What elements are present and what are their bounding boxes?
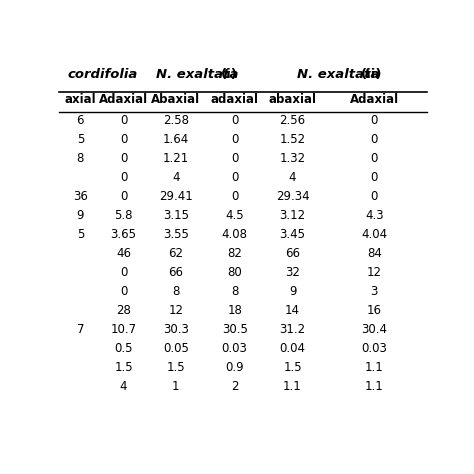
Text: 6: 6 [77, 114, 84, 127]
Text: 8: 8 [231, 285, 238, 298]
Text: 5: 5 [77, 133, 84, 146]
Text: 5: 5 [77, 228, 84, 241]
Text: 4: 4 [289, 171, 296, 184]
Text: 84: 84 [367, 247, 382, 260]
Text: 3: 3 [371, 285, 378, 298]
Text: 0.03: 0.03 [361, 342, 387, 355]
Text: (i): (i) [221, 68, 238, 81]
Text: 1.64: 1.64 [163, 133, 189, 146]
Text: 0: 0 [371, 171, 378, 184]
Text: 4: 4 [120, 380, 128, 393]
Text: 4.5: 4.5 [225, 209, 244, 222]
Text: 4.08: 4.08 [222, 228, 247, 241]
Text: 0: 0 [371, 114, 378, 127]
Text: 0.03: 0.03 [222, 342, 247, 355]
Text: 18: 18 [227, 304, 242, 317]
Text: 0: 0 [120, 152, 127, 165]
Text: 29.41: 29.41 [159, 190, 193, 203]
Text: 3.45: 3.45 [280, 228, 306, 241]
Text: 4.04: 4.04 [361, 228, 387, 241]
Text: 1.5: 1.5 [166, 361, 185, 374]
Text: 1.1: 1.1 [365, 361, 383, 374]
Text: 8: 8 [77, 152, 84, 165]
Text: Abaxial: Abaxial [151, 93, 201, 106]
Text: 0: 0 [120, 171, 127, 184]
Text: 5.8: 5.8 [114, 209, 133, 222]
Text: 66: 66 [285, 247, 300, 260]
Text: 1.21: 1.21 [163, 152, 189, 165]
Text: 31.2: 31.2 [280, 323, 306, 336]
Text: 8: 8 [172, 285, 180, 298]
Text: 12: 12 [168, 304, 183, 317]
Text: 0: 0 [371, 190, 378, 203]
Text: 4.3: 4.3 [365, 209, 383, 222]
Text: 1.52: 1.52 [280, 133, 306, 146]
Text: 0: 0 [371, 133, 378, 146]
Text: 3.55: 3.55 [163, 228, 189, 241]
Text: 3.65: 3.65 [110, 228, 137, 241]
Text: 30.3: 30.3 [163, 323, 189, 336]
Text: 10.7: 10.7 [110, 323, 137, 336]
Text: 28: 28 [116, 304, 131, 317]
Text: 0.5: 0.5 [114, 342, 133, 355]
Text: 0: 0 [120, 190, 127, 203]
Text: 2: 2 [231, 380, 238, 393]
Text: Adaxial: Adaxial [350, 93, 399, 106]
Text: 1: 1 [172, 380, 180, 393]
Text: 1.32: 1.32 [280, 152, 306, 165]
Text: 0: 0 [231, 133, 238, 146]
Text: 0: 0 [120, 114, 127, 127]
Text: 1.5: 1.5 [283, 361, 302, 374]
Text: 0.04: 0.04 [280, 342, 306, 355]
Text: 3.12: 3.12 [280, 209, 306, 222]
Text: Adaxial: Adaxial [99, 93, 148, 106]
Text: 4: 4 [172, 171, 180, 184]
Text: 9: 9 [289, 285, 296, 298]
Text: axial: axial [64, 93, 96, 106]
Text: 7: 7 [77, 323, 84, 336]
Text: adaxial: adaxial [210, 93, 259, 106]
Text: N. exaltata: N. exaltata [156, 68, 239, 81]
Text: 0: 0 [120, 133, 127, 146]
Text: 0: 0 [120, 266, 127, 279]
Text: 0.9: 0.9 [225, 361, 244, 374]
Text: 0: 0 [371, 152, 378, 165]
Text: 32: 32 [285, 266, 300, 279]
Text: 0: 0 [231, 171, 238, 184]
Text: 2.58: 2.58 [163, 114, 189, 127]
Text: 9: 9 [77, 209, 84, 222]
Text: 1.1: 1.1 [283, 380, 302, 393]
Text: abaxial: abaxial [268, 93, 317, 106]
Text: 3.15: 3.15 [163, 209, 189, 222]
Text: 0: 0 [120, 285, 127, 298]
Text: 12: 12 [367, 266, 382, 279]
Text: 1.1: 1.1 [365, 380, 383, 393]
Text: 66: 66 [168, 266, 183, 279]
Text: 0: 0 [231, 114, 238, 127]
Text: 2.56: 2.56 [280, 114, 306, 127]
Text: 30.5: 30.5 [222, 323, 247, 336]
Text: 62: 62 [168, 247, 183, 260]
Text: 14: 14 [285, 304, 300, 317]
Text: (ii): (ii) [361, 68, 382, 81]
Text: 36: 36 [73, 190, 88, 203]
Text: 29.34: 29.34 [276, 190, 310, 203]
Text: cordifolia: cordifolia [67, 68, 137, 81]
Text: 82: 82 [227, 247, 242, 260]
Text: 1.5: 1.5 [114, 361, 133, 374]
Text: 0.05: 0.05 [163, 342, 189, 355]
Text: N. exaltata: N. exaltata [297, 68, 380, 81]
Text: 80: 80 [228, 266, 242, 279]
Text: 30.4: 30.4 [361, 323, 387, 336]
Text: 46: 46 [116, 247, 131, 260]
Text: 0: 0 [231, 152, 238, 165]
Text: 0: 0 [231, 190, 238, 203]
Text: 16: 16 [367, 304, 382, 317]
